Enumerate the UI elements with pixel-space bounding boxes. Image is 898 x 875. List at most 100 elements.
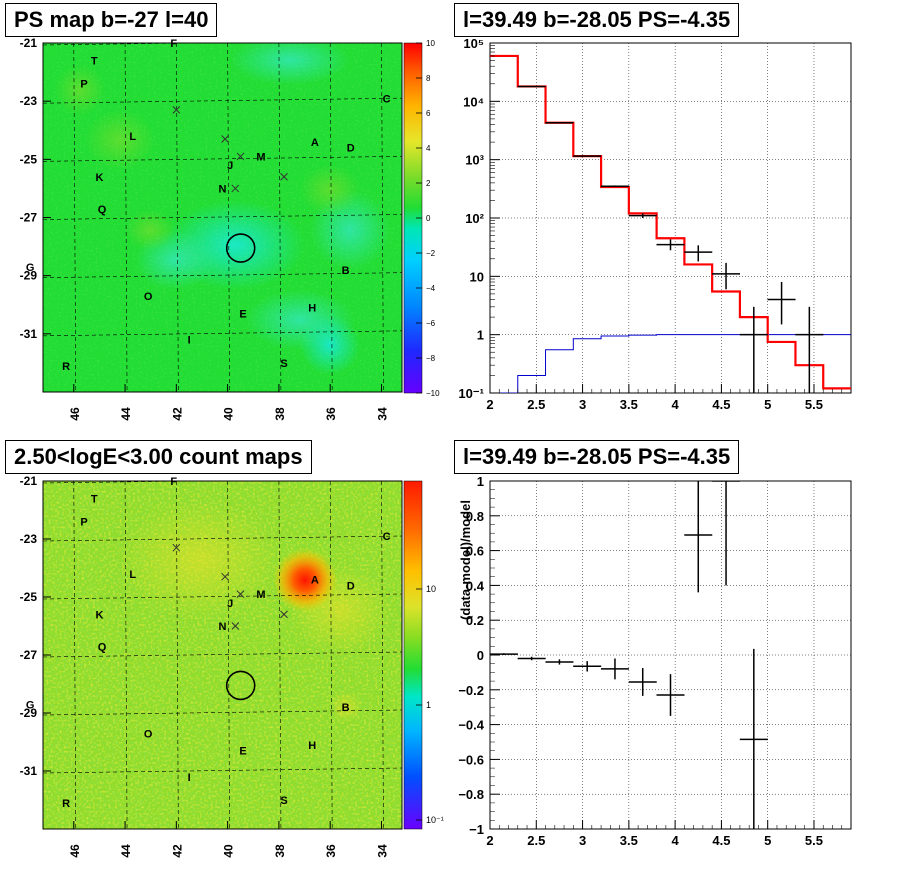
count-colorbar: [403, 480, 423, 830]
y-tick-label: -29: [20, 269, 38, 283]
y-tick-label: 0.4: [466, 578, 485, 593]
source-label: J: [227, 598, 233, 610]
count-map-image: [43, 481, 402, 829]
residual-title: l=39.49 b=-28.05 PS=-4.35: [454, 440, 740, 474]
x-tick-label: 3: [579, 833, 586, 848]
graticule-longitude-line: [124, 43, 128, 392]
x-tick-label: 4.5: [712, 397, 730, 412]
source-label: O: [144, 728, 153, 740]
x-tick-label: 40: [222, 407, 236, 421]
graticule-longitude-line: [329, 481, 333, 829]
source-label: G: [26, 262, 35, 274]
source-label: E: [239, 308, 246, 320]
y-tick-label: 10⁴: [463, 94, 484, 109]
graticule-longitude-line: [278, 481, 282, 829]
y-tick-label: −1: [469, 822, 484, 837]
y-tick-label: 10³: [465, 153, 484, 168]
y-tick-label: -25: [20, 152, 38, 166]
x-tick-label: 46: [68, 407, 82, 421]
source-marker: [280, 172, 288, 181]
graticule-latitude-line: [43, 709, 402, 716]
colorbar-tick-label: −6: [426, 319, 436, 328]
residual-grid: [489, 480, 851, 830]
source-marker: [172, 543, 181, 552]
y-tick-label: -21: [20, 474, 38, 488]
source-label: C: [383, 531, 391, 543]
colorbar-tick-label: 8: [426, 74, 431, 83]
x-tick-label: 2.5: [527, 833, 545, 848]
source-label: R: [62, 361, 70, 373]
source-marker: [221, 572, 229, 581]
graticule-latitude-line: [43, 481, 209, 484]
source-label: D: [347, 143, 355, 155]
source-label: C: [383, 93, 391, 105]
x-tick-label: 34: [375, 407, 389, 421]
graticule-longitude-line: [329, 43, 333, 392]
residual-panel: 2 2.5 3 3.5 4 4.5 5 5.5 −1 −0.8 −0.6 −0.4 −0.2 0 0.2 0.…: [458, 474, 852, 848]
colorbar-tick-label: 10⁻¹: [426, 815, 444, 825]
y-tick-label: −0.2: [458, 683, 484, 698]
source-label: K: [95, 609, 103, 621]
y-tick-label: -29: [20, 706, 38, 720]
residual-axes: 2 2.5 3 3.5 4 4.5 5 5.5 −1 −0.8 −0.6 −0.4 −0.2 0 0.2 0.…: [458, 474, 852, 848]
count-colorbar-ticks: 10 1 10⁻¹: [416, 584, 444, 825]
graticule-longitude-line: [227, 481, 230, 829]
y-tick-label: 0.2: [466, 613, 484, 628]
y-tick-label: −0.8: [458, 787, 484, 802]
colorbar-tick-label: 10: [426, 39, 435, 48]
x-tick-label: 44: [119, 407, 133, 421]
x-tick-label: 4: [672, 397, 680, 412]
source-label: F: [170, 476, 177, 488]
coordinate-grid: [43, 43, 402, 392]
source-label: S: [280, 358, 287, 370]
ps-map-axes: 46 44 42 40 38 36 34 -21 -23 -25 -27 -29 -31: [20, 36, 390, 421]
x-tick-label: 38: [273, 844, 287, 858]
colorbar-tick-label: 4: [426, 144, 431, 153]
y-tick-label: 10⁻¹: [458, 386, 484, 401]
source-label: D: [347, 580, 355, 592]
graticule-longitude-line: [73, 481, 77, 829]
colorbar-tick-label: −2: [426, 249, 436, 258]
y-tick-label: -21: [20, 36, 38, 50]
x-tick-label: 2: [486, 397, 493, 412]
source-label: S: [280, 795, 287, 807]
x-tick-label: 42: [170, 844, 184, 858]
y-tick-label: 10⁵: [463, 36, 484, 51]
x-tick-label: 2.5: [527, 397, 545, 412]
x-tick-label: 4.5: [712, 833, 730, 848]
y-tick-label: -25: [20, 590, 38, 604]
ps-map-image: [43, 43, 402, 392]
y-tick-label: 0: [477, 648, 484, 663]
roi-circle: [225, 670, 256, 701]
source-label: T: [91, 493, 98, 505]
source-label: T: [91, 55, 98, 67]
count-map-annotations: F TP C L A D M J K N Q G B O H E I S R: [26, 476, 391, 810]
source-marker: [172, 106, 181, 114]
y-tick-label: -23: [20, 532, 38, 546]
x-tick-label: 5: [764, 397, 771, 412]
source-label: J: [227, 160, 233, 172]
graticule-latitude-line: [43, 767, 402, 774]
y-tick-label: 10: [470, 269, 484, 284]
graticule-latitude-line: [43, 535, 402, 542]
x-tick-label: 5.5: [805, 833, 823, 848]
x-tick-label: 34: [375, 844, 389, 858]
x-tick-label: 3: [579, 397, 586, 412]
source-label: K: [95, 172, 103, 184]
y-tick-label: 0.6: [466, 544, 484, 559]
x-tick-label: 5: [764, 833, 771, 848]
colorbar-tick-label: 10: [426, 584, 436, 594]
source-label: F: [170, 38, 177, 50]
y-tick-label: 1: [477, 328, 484, 343]
source-label: L: [129, 569, 136, 581]
y-tick-label: -27: [20, 648, 38, 662]
source-label: H: [308, 740, 316, 752]
x-tick-label: 4: [672, 833, 680, 848]
spectrum-axes: 2 2.5 3 3.5 4 4.5 5 5.5 10⁻¹ 1 10 10² 10³ 10⁴ 10⁵: [458, 36, 852, 412]
graticule-longitude-line: [381, 481, 384, 829]
y-tick-label: −0.4: [458, 718, 484, 733]
x-tick-label: 36: [324, 407, 338, 421]
source-marker: [236, 152, 245, 161]
